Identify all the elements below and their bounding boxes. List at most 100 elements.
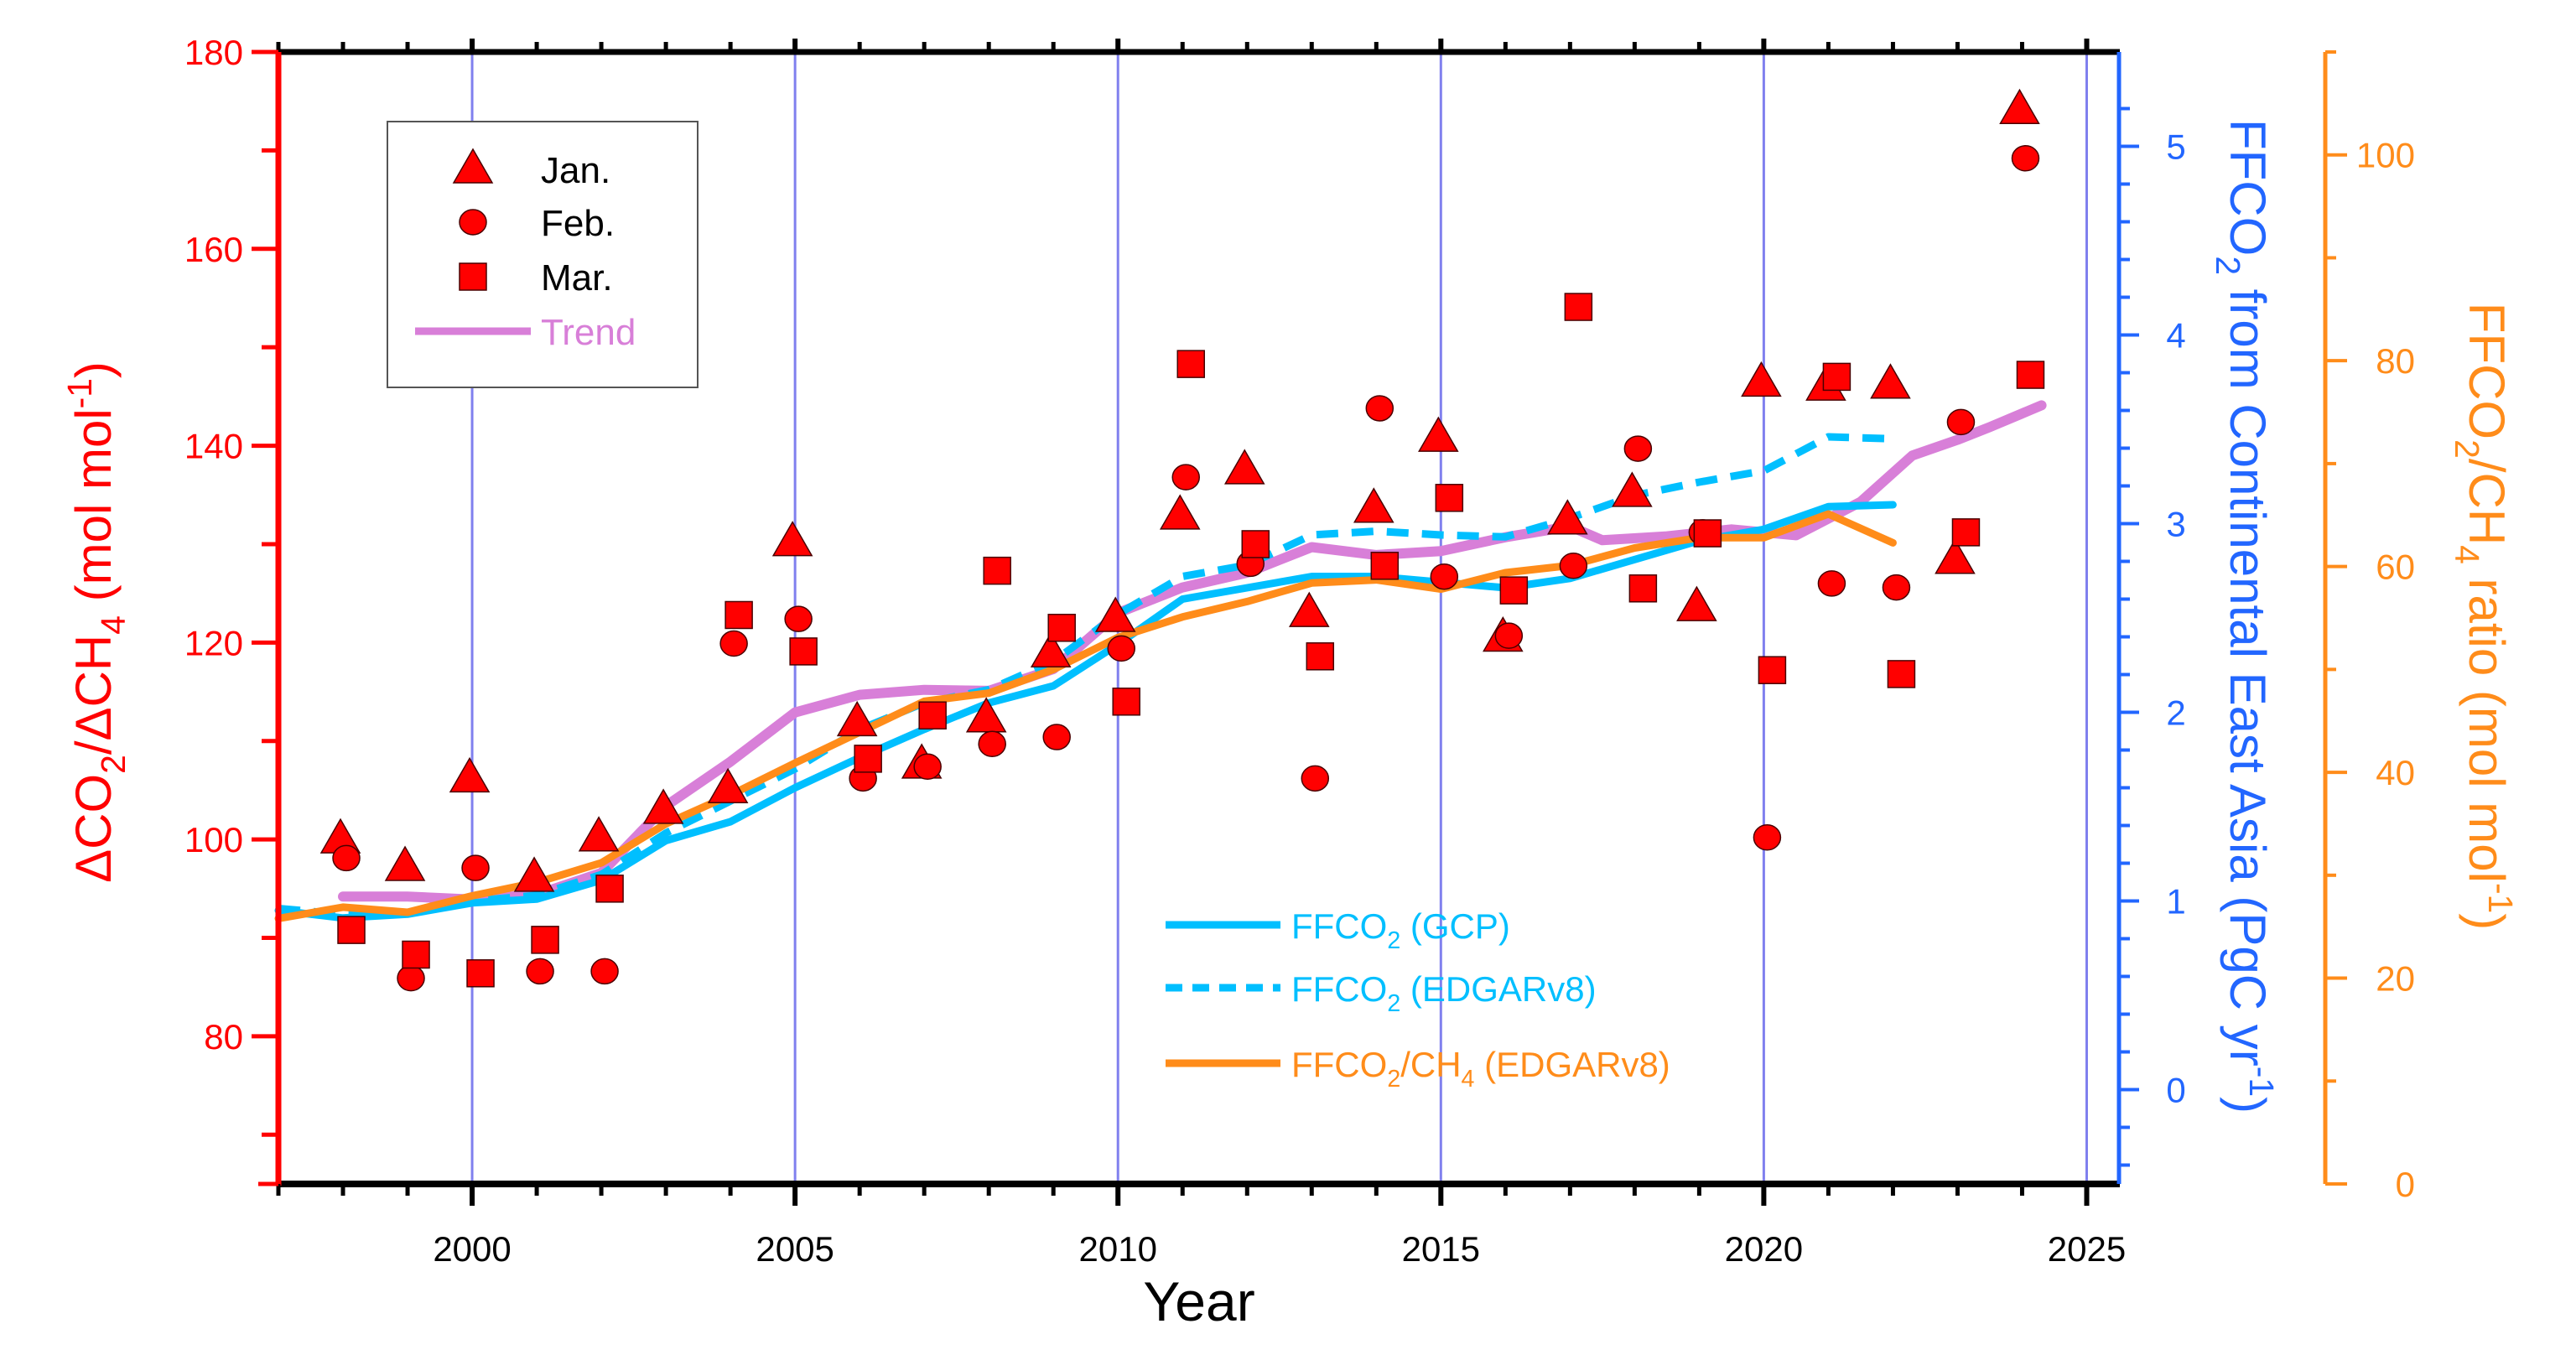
point-mar-2022 (1887, 660, 1916, 688)
legend-label: Trend (541, 312, 636, 353)
x-tick-label: 2005 (756, 1229, 834, 1269)
point-mar-2024 (2016, 361, 2045, 389)
superscript: -1 (2242, 1067, 2281, 1097)
point-mar-1999 (402, 940, 430, 969)
subscript: 2 (2448, 439, 2486, 459)
point-feb-2021 (1817, 570, 1846, 597)
point-feb-2008 (978, 730, 1006, 758)
right-blue-y-ticks: 0 1 2 3 4 5 (2119, 106, 2186, 1167)
point-jan-2008 (965, 697, 1007, 733)
orange-y-tick-label: 20 (2376, 959, 2415, 999)
point-mar-2019 (1693, 519, 1722, 548)
subscript: 4 (2448, 545, 2486, 564)
left-y-axis-title: ΔCO2​/ΔCH4​ (mol mol-1​) (60, 361, 132, 883)
subscript: 2 (1387, 1066, 1400, 1093)
point-mar-2015 (1435, 484, 1464, 512)
point-mar-2005 (789, 637, 818, 666)
legend-months: Jan. Feb. Mar. Trend (387, 121, 699, 388)
legend-triangle-icon (452, 148, 494, 184)
subscript: 2 (1387, 927, 1400, 954)
legend-emission-item: FFCO2​/CH4​ (EDGARv8) (1166, 1045, 1670, 1093)
point-feb-2022 (1882, 574, 1911, 601)
label-text: FFCO (1291, 969, 1387, 1009)
label-text: ratio (mol mol (2459, 564, 2515, 883)
orange-y-tick-label: 100 (2356, 136, 2415, 175)
point-jan-2019 (1676, 585, 1717, 621)
right-orange-y-axis-title: FFCO2​/CH4​ ratio (mol mol-1​) (2448, 303, 2520, 930)
legend-emission-item: FFCO2​ (EDGARv8) (1166, 969, 1597, 1017)
point-feb-2016 (1494, 622, 1524, 649)
point-jan-2004 (707, 767, 749, 804)
point-feb-2000 (461, 854, 490, 881)
point-feb-2005 (784, 605, 813, 632)
point-mar-2000 (466, 959, 495, 988)
label-text: /ΔCH (65, 635, 122, 755)
point-jan-2018 (1612, 471, 1653, 507)
subscript: 4 (1462, 1066, 1475, 1093)
point-feb-2014 (1365, 395, 1394, 422)
label-text: FFCO (2459, 303, 2515, 439)
point-mar-2018 (1628, 574, 1658, 603)
label-text: /CH (1400, 1045, 1461, 1084)
point-mar-2007 (918, 701, 947, 729)
point-jan-2003 (642, 788, 684, 824)
point-mar-2010 (1112, 688, 1140, 716)
point-jan-2022 (1870, 363, 1911, 399)
point-mar-2020 (1758, 656, 1787, 684)
legend-circle-icon (459, 209, 487, 236)
legend-item-trend: Trend (415, 312, 636, 353)
point-mar-2002 (595, 875, 624, 903)
label-text: (GCP) (1400, 906, 1510, 946)
point-jan-1999 (384, 845, 426, 881)
line-ffco2-gcp- (274, 501, 1897, 922)
axes (275, 49, 2328, 1187)
point-mar-2017 (1564, 293, 1593, 321)
label-text: FFCO (2220, 119, 2276, 256)
point-feb-2011 (1171, 464, 1200, 491)
point-mar-2023 (1951, 518, 1981, 547)
blue-y-tick-label: 2 (2166, 693, 2185, 733)
point-jan-2009 (1030, 631, 1072, 668)
orange-y-tick-label: 80 (2376, 341, 2415, 381)
label-text: (EDGARv8) (1474, 1045, 1670, 1084)
point-jan-2000 (449, 756, 491, 793)
point-feb-2018 (1623, 435, 1653, 462)
point-mar-2009 (1047, 613, 1076, 642)
point-jan-2015 (1418, 416, 1459, 452)
subscript: 2 (2209, 256, 2247, 275)
right-blue-y-axis-title: FFCO2​ from Continental East Asia (PgC y… (2209, 119, 2281, 1114)
subscript: 4 (94, 615, 132, 635)
point-mar-2014 (1370, 552, 1400, 580)
left-y-tick-label: 100 (184, 820, 243, 859)
label-text: from Continental East Asia (PgC yr (2220, 275, 2276, 1067)
point-jan-2023 (1935, 538, 1976, 574)
label-text: ) (65, 361, 122, 378)
point-feb-2004 (719, 630, 748, 657)
point-feb-2013 (1301, 765, 1330, 792)
point-feb-2017 (1559, 553, 1588, 579)
superscript: -1 (2481, 883, 2520, 913)
point-mar-2008 (983, 556, 1011, 585)
legend-emissions: FFCO2​ (GCP) FFCO2​ (EDGARv8) FFCO2​/CH4​ … (1166, 906, 1670, 1093)
x-tick-label: 2025 (2048, 1229, 2126, 1269)
point-feb-2001 (526, 958, 554, 985)
point-feb-2009 (1042, 724, 1071, 750)
legend-square-icon (459, 262, 487, 291)
line-ffco2-edgarv8- (278, 433, 1893, 918)
left-y-tick-label: 180 (184, 33, 243, 72)
left-y-tick-label: 160 (184, 230, 243, 269)
point-feb-2007 (913, 753, 942, 781)
point-jan-2014 (1353, 487, 1394, 523)
subscript: 2 (94, 755, 132, 774)
orange-y-tick-label: 0 (2396, 1165, 2415, 1204)
point-feb-2010 (1107, 635, 1135, 662)
blue-y-tick-label: 4 (2166, 316, 2185, 356)
point-mar-2013 (1306, 642, 1335, 671)
point-jan-2006 (836, 700, 878, 737)
left-y-tick-label: 140 (184, 427, 243, 466)
point-mar-2006 (854, 745, 882, 773)
subscript: 2 (1387, 990, 1400, 1017)
legend-label: Mar. (541, 257, 613, 299)
legend-emission-label: FFCO2​ (EDGARv8) (1291, 969, 1597, 1017)
